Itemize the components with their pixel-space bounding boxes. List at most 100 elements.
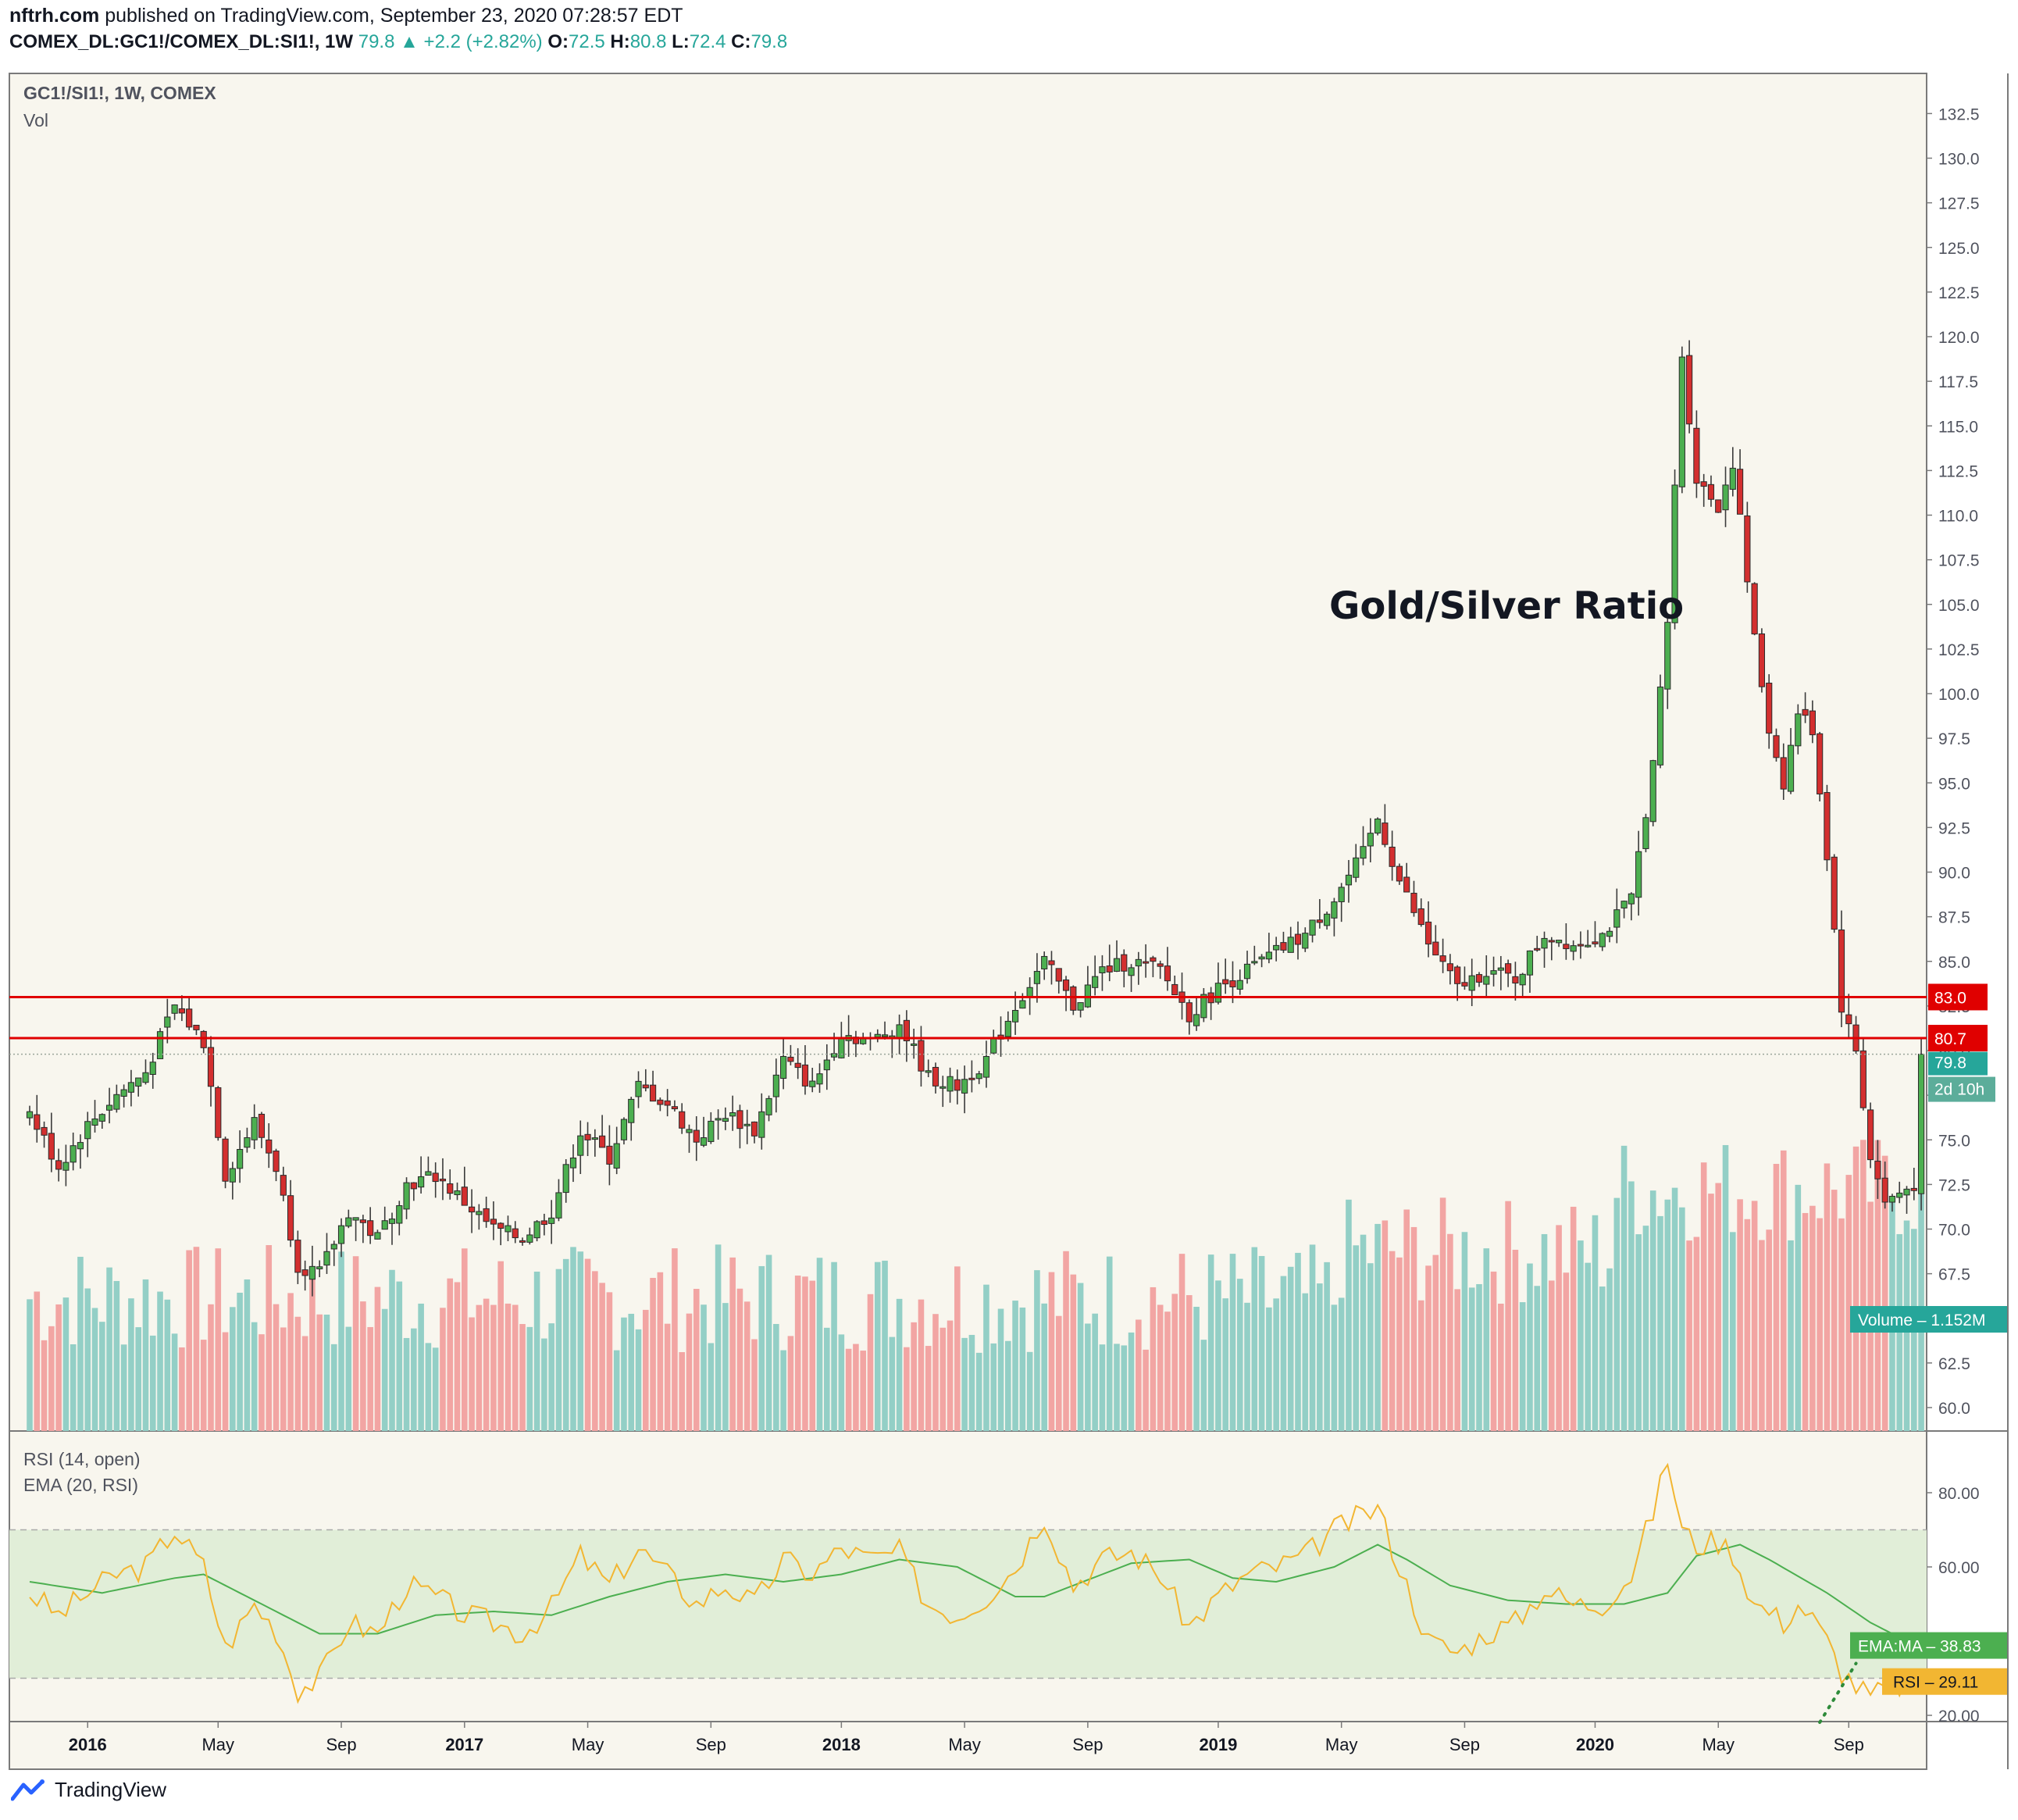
volume-bar [736, 1288, 743, 1431]
volume-bar [309, 1268, 316, 1431]
volume-bar [1063, 1251, 1069, 1431]
candle-body [1809, 710, 1816, 736]
volume-bar [1585, 1262, 1591, 1431]
price-tick-label: 62.5 [1938, 1355, 1970, 1373]
candle-body [765, 1097, 772, 1115]
volume-bar [1795, 1184, 1802, 1431]
candle-body [1461, 982, 1468, 987]
volume-bar [584, 1258, 591, 1431]
candle-body [1374, 818, 1382, 834]
candle-body [1432, 941, 1439, 956]
volume-bar [686, 1313, 693, 1431]
volume-bar [1809, 1205, 1816, 1431]
candle-body [526, 1234, 533, 1243]
time-tick-label: 2018 [822, 1735, 861, 1754]
volume-bar [244, 1279, 251, 1431]
candle-body [635, 1080, 642, 1097]
candle-body [1555, 940, 1563, 944]
volume-bar [1302, 1293, 1309, 1431]
volume-bar [55, 1304, 62, 1431]
volume-bar [418, 1303, 424, 1431]
candle-body [1200, 994, 1207, 1019]
close-value: 79.8 [751, 31, 788, 52]
volume-bar [352, 1256, 359, 1431]
candle-body [801, 1064, 809, 1087]
ema-legend: EMA (20, RSI) [23, 1475, 138, 1495]
volume-bar [1251, 1247, 1258, 1431]
candle-body [251, 1117, 258, 1140]
volume-bar [1092, 1313, 1098, 1431]
candle-body [1417, 908, 1424, 926]
volume-bar [469, 1317, 475, 1431]
volume-bar [476, 1304, 483, 1431]
candle-body [1490, 970, 1497, 975]
candle-body [708, 1120, 715, 1142]
publish-line: nftrh.com published on TradingView.com, … [9, 5, 683, 27]
candle-body [1896, 1192, 1903, 1198]
price-tick-label: 67.5 [1938, 1266, 1970, 1284]
high-value: 80.8 [629, 31, 667, 52]
volume-bar [1549, 1280, 1555, 1431]
volume-bar [360, 1301, 366, 1431]
time-tick-label: Sep [1449, 1735, 1480, 1754]
time-tick-label: 2019 [1199, 1735, 1237, 1754]
volume-bar [1317, 1283, 1323, 1431]
volume-bar [1831, 1190, 1838, 1431]
candle-body [1070, 986, 1077, 1011]
candle-body [374, 1232, 381, 1240]
volume-bar [519, 1324, 526, 1431]
chart-frame [9, 73, 1927, 1770]
candle-body [280, 1175, 287, 1196]
candle-body [1744, 515, 1751, 583]
rsi-tick-label: 60.00 [1938, 1559, 1980, 1577]
candle-body [403, 1182, 410, 1210]
volume-bar [838, 1334, 845, 1431]
candle-body [736, 1110, 743, 1129]
volume-bar [1817, 1218, 1823, 1431]
volume-bar [853, 1344, 859, 1431]
volume-bar [1759, 1240, 1765, 1431]
volume-bar [1346, 1199, 1352, 1431]
volume-bar [120, 1344, 127, 1431]
volume-bar [599, 1283, 605, 1431]
candle-body [1048, 960, 1055, 965]
candle-body [41, 1126, 48, 1136]
volume-bar [1178, 1254, 1185, 1431]
volume-bar [1628, 1181, 1635, 1431]
price-tick-label: 60.0 [1938, 1400, 1970, 1418]
time-tick-label: May [1702, 1735, 1735, 1754]
candle-body [1033, 971, 1041, 984]
candle-body [287, 1195, 294, 1241]
volume-bar [939, 1327, 947, 1431]
candle-body [1121, 954, 1128, 972]
candle-body [1874, 1161, 1881, 1179]
candle-body [1620, 901, 1628, 908]
level-tag-bg [1928, 983, 1988, 1011]
volume-bar [1744, 1219, 1751, 1431]
candle-body [359, 1219, 366, 1223]
candle-body [1214, 983, 1222, 1003]
volume-bar [526, 1326, 533, 1431]
volume-bar [1070, 1274, 1077, 1431]
volume-bar [128, 1298, 134, 1431]
volume-bar [780, 1350, 786, 1431]
high-label: H: [610, 31, 630, 52]
volume-bar [1295, 1252, 1301, 1431]
volume-bar [403, 1337, 410, 1431]
candle-body [729, 1112, 736, 1117]
candle-body [1316, 919, 1323, 923]
volume-bar [1367, 1263, 1374, 1431]
volume-bar [1606, 1268, 1613, 1431]
candle-body [1454, 966, 1461, 984]
main-legend-title: GC1!/SI1!, 1W, COMEX [23, 83, 216, 103]
volume-bar [751, 1339, 758, 1431]
tradingview-footer[interactable]: TradingView [11, 1778, 166, 1802]
candle-body [1592, 941, 1599, 944]
volume-bar [1541, 1233, 1548, 1431]
candle-body [1077, 1002, 1084, 1011]
volume-bar [41, 1340, 48, 1431]
axis-tags: 83.0 80.7 79.8 2d 10h Volume – 1.152M EMA:MA … [1850, 983, 2007, 1695]
time-tick-label: Sep [1834, 1735, 1864, 1754]
candle-body [1736, 469, 1744, 515]
